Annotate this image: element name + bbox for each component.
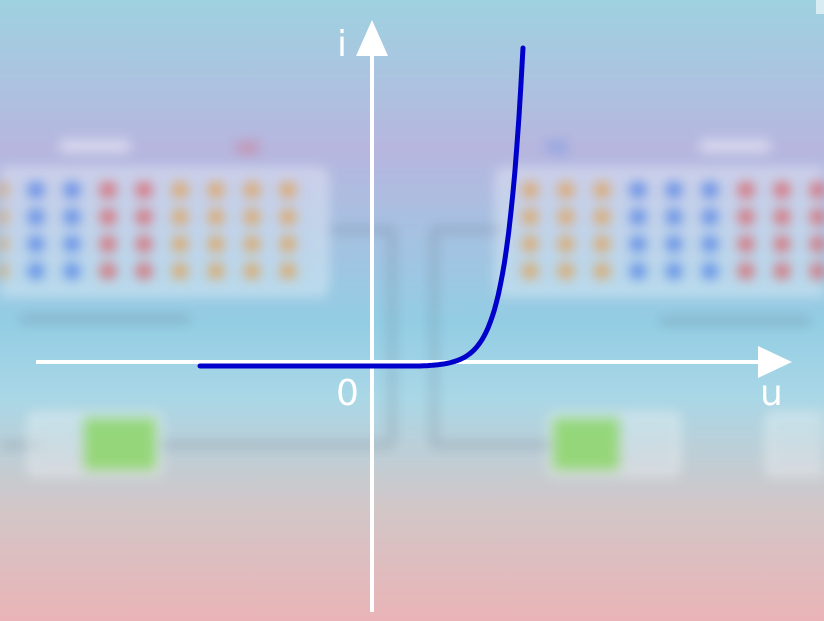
carrier-dot	[208, 263, 224, 279]
circuit-wires	[0, 227, 560, 448]
carrier-dot	[522, 209, 538, 225]
carrier-dot	[738, 236, 754, 252]
carrier-dot	[244, 263, 260, 279]
carrier-dot	[630, 182, 646, 198]
carrier-dot	[28, 209, 44, 225]
carrier-dot	[136, 236, 152, 252]
right-battery	[548, 412, 824, 476]
carrier-dot	[594, 236, 610, 252]
carrier-dot	[558, 263, 574, 279]
right-semiconductor-panel: P区	[496, 140, 824, 324]
carrier-dot	[702, 182, 718, 198]
carrier-dot	[136, 209, 152, 225]
carrier-dot	[702, 236, 718, 252]
carrier-dot	[136, 182, 152, 198]
carrier-dot	[810, 182, 824, 198]
y-axis-label: i	[337, 24, 347, 65]
left-battery	[28, 412, 162, 476]
carrier-dot	[28, 263, 44, 279]
carrier-dot	[208, 236, 224, 252]
carrier-dot	[774, 263, 790, 279]
left-panel-dots	[0, 182, 296, 279]
carrier-dot	[702, 263, 718, 279]
left-panel-label: N区	[236, 141, 260, 157]
carrier-dot	[64, 209, 80, 225]
carrier-dot	[100, 182, 116, 198]
carrier-dot	[666, 236, 682, 252]
carrier-dot	[810, 263, 824, 279]
carrier-dot	[244, 209, 260, 225]
carrier-dot	[100, 209, 116, 225]
left-semiconductor-panel: N区	[0, 140, 328, 322]
x-axis-arrow	[758, 346, 792, 378]
carrier-dot	[100, 263, 116, 279]
carrier-dot	[28, 236, 44, 252]
carrier-dot	[172, 209, 188, 225]
carrier-dot	[64, 236, 80, 252]
carrier-dot	[630, 209, 646, 225]
carrier-dot	[136, 263, 152, 279]
carrier-dot	[0, 182, 8, 198]
carrier-dot	[280, 263, 296, 279]
carrier-dot	[0, 236, 8, 252]
carrier-dot	[100, 236, 116, 252]
carrier-dot	[738, 182, 754, 198]
carrier-dot	[630, 236, 646, 252]
carrier-dot	[774, 182, 790, 198]
carrier-dot	[280, 209, 296, 225]
carrier-dot	[172, 263, 188, 279]
carrier-dot	[280, 236, 296, 252]
carrier-dot	[0, 209, 8, 225]
origin-label: 0	[336, 373, 359, 414]
carrier-dot	[666, 209, 682, 225]
carrier-dot	[558, 209, 574, 225]
carrier-dot	[594, 182, 610, 198]
carrier-dot	[208, 182, 224, 198]
carrier-dot	[172, 236, 188, 252]
carrier-dot	[172, 182, 188, 198]
carrier-dot	[244, 236, 260, 252]
right-panel-label: P区	[546, 141, 568, 157]
carrier-dot	[522, 263, 538, 279]
y-axis-arrow	[356, 20, 388, 56]
carrier-dot	[666, 182, 682, 198]
carrier-dot	[774, 209, 790, 225]
carrier-dot	[64, 182, 80, 198]
corner-watermark	[816, 0, 824, 14]
carrier-dot	[594, 263, 610, 279]
carrier-dot	[558, 182, 574, 198]
carrier-dot	[702, 209, 718, 225]
carrier-dot	[28, 182, 44, 198]
carrier-dot	[558, 236, 574, 252]
carrier-dot	[0, 263, 8, 279]
carrier-dot	[280, 182, 296, 198]
carrier-dot	[64, 263, 80, 279]
carrier-dot	[774, 236, 790, 252]
carrier-dot	[244, 182, 260, 198]
carrier-dot	[666, 263, 682, 279]
carrier-dot	[738, 209, 754, 225]
carrier-dot	[810, 209, 824, 225]
carrier-dot	[630, 263, 646, 279]
carrier-dot	[208, 209, 224, 225]
carrier-dot	[810, 236, 824, 252]
x-axis-label: u	[760, 373, 783, 414]
carrier-dot	[594, 209, 610, 225]
carrier-dot	[522, 236, 538, 252]
right-panel-dots	[522, 182, 824, 279]
iv-characteristic-curve	[197, 45, 526, 369]
carrier-dot	[522, 182, 538, 198]
carrier-dot	[738, 263, 754, 279]
